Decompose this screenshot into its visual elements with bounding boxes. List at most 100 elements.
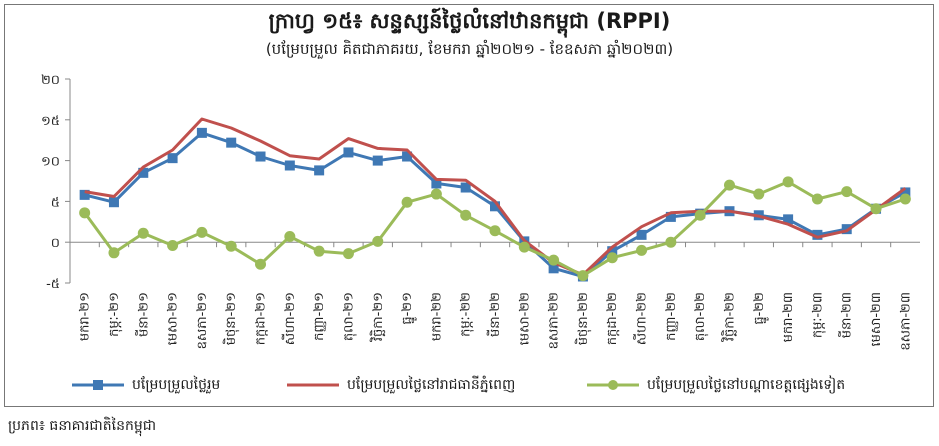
data-point bbox=[342, 248, 354, 260]
y-tick-label: ៥ bbox=[51, 195, 60, 210]
x-tick-label: តុលា-២១ bbox=[341, 292, 357, 341]
x-tick-label: មករា-២៣ bbox=[781, 292, 796, 342]
data-point bbox=[401, 196, 413, 208]
data-point bbox=[900, 187, 911, 198]
x-tick-label: កក្កដា-២១ bbox=[254, 292, 269, 345]
data-point bbox=[870, 203, 882, 215]
data-point bbox=[753, 188, 765, 200]
data-point bbox=[694, 209, 706, 221]
x-tick-label: ឧសភា-២៣ bbox=[898, 292, 913, 351]
data-point bbox=[402, 151, 413, 162]
legend-swatch-phnom-penh bbox=[287, 383, 339, 387]
data-point bbox=[167, 153, 178, 164]
data-point bbox=[548, 254, 560, 266]
data-point bbox=[167, 239, 179, 251]
y-tick-label: -៥ bbox=[46, 277, 60, 292]
data-point bbox=[577, 270, 589, 282]
x-tick-label: មករា-២២ bbox=[429, 292, 444, 341]
x-tick-label: សីហា-២១ bbox=[281, 292, 298, 345]
data-point bbox=[196, 226, 208, 238]
data-point bbox=[460, 209, 472, 221]
legend-item-phnom-penh: បម្រែបម្រួលថ្លៃនៅរាជធានីភ្នំពេញ bbox=[285, 373, 515, 397]
x-tick-label: វិច្ឆិកា-២២ bbox=[720, 292, 737, 342]
legend-item-provinces: បម្រែបម្រួលថ្លៃនៅបណ្ដាខេត្តផ្សេងទៀត bbox=[585, 373, 845, 397]
data-point bbox=[460, 182, 471, 193]
x-tick-label: តុលា-២២ bbox=[693, 292, 709, 341]
data-point bbox=[108, 247, 120, 259]
x-tick-label: សីហា-២២ bbox=[633, 292, 650, 345]
y-tick-label: ១០ bbox=[41, 155, 60, 170]
x-tick-label: មីនា-២២ bbox=[486, 292, 503, 337]
data-point bbox=[284, 230, 296, 242]
x-tick-label: មេសា-២១ bbox=[166, 292, 181, 345]
data-point bbox=[899, 193, 911, 205]
data-point bbox=[665, 236, 677, 248]
x-tick-label: ធ្នូ-២១ bbox=[400, 292, 417, 325]
x-tick-label: កញ្ញា-២១ bbox=[312, 292, 327, 341]
x-tick-label: កញ្ញា-២២ bbox=[664, 292, 679, 341]
x-tick-label: កុម្ភៈ-២២ bbox=[459, 292, 475, 337]
data-point bbox=[489, 225, 501, 237]
x-tick-label: ធ្នូ-២២ bbox=[752, 292, 769, 325]
legend-label-phnom-penh: បម្រែបម្រួលថ្លៃនៅរាជធានីភ្នំពេញ bbox=[347, 376, 516, 393]
data-point bbox=[431, 178, 442, 189]
data-point bbox=[811, 193, 823, 205]
x-tick-label: វិច្ឆិកា-២១ bbox=[369, 292, 386, 342]
data-point bbox=[137, 227, 149, 239]
data-point bbox=[225, 240, 237, 252]
data-point bbox=[548, 263, 559, 274]
data-point bbox=[636, 229, 647, 240]
data-point bbox=[372, 155, 383, 166]
data-point bbox=[430, 188, 442, 200]
x-tick-label: កក្កដា-២២ bbox=[605, 292, 620, 345]
data-point bbox=[665, 211, 676, 222]
x-tick-label: ឧសភា-២១ bbox=[195, 292, 210, 349]
data-point bbox=[284, 160, 295, 171]
x-tick-label: កុម្ភៈ-២៣ bbox=[810, 292, 826, 338]
x-tick-label: ឧសភា-២២ bbox=[547, 292, 562, 349]
data-point bbox=[783, 214, 794, 225]
data-point bbox=[636, 244, 648, 256]
chart-subtitle: (បម្រែបម្រួល គិតជាភាគរយ, ខែមករា ឆ្នាំ២០២… bbox=[265, 40, 674, 58]
data-point bbox=[79, 207, 91, 219]
x-tick-label: មិថុនា-២១ bbox=[222, 292, 240, 345]
x-tick-label: កុម្ភៈ-២១ bbox=[107, 292, 123, 337]
source-note: ប្រភព៖ ធនាគារជាតិនៃកម្ពុជា bbox=[8, 418, 157, 434]
x-tick-label: មករា-២១ bbox=[78, 292, 93, 341]
chart-frame bbox=[4, 4, 934, 407]
series-line-1 bbox=[84, 117, 907, 277]
y-tick-label: ១៥ bbox=[41, 114, 60, 129]
data-point bbox=[343, 147, 354, 158]
data-point bbox=[196, 127, 207, 138]
x-tick-label: មិថុនា-២២ bbox=[574, 292, 592, 345]
data-point bbox=[607, 246, 618, 257]
data-point bbox=[606, 252, 618, 264]
chart-title: ក្រាហ្វ ១៥៖ សន្ទស្សន៍ថ្លៃលំនៅឋានកម្ពុជា … bbox=[268, 9, 671, 33]
data-point bbox=[782, 176, 794, 188]
y-tick-label: ២០ bbox=[41, 73, 60, 88]
legend-item-overall: បម្រែបម្រួលថ្លៃរួម bbox=[70, 373, 220, 397]
data-point bbox=[314, 165, 325, 176]
data-point bbox=[226, 137, 237, 148]
data-point bbox=[490, 201, 500, 212]
data-point bbox=[255, 258, 267, 270]
legend-swatch-provinces bbox=[587, 380, 639, 390]
x-tick-label: មីនា-២១ bbox=[134, 292, 151, 337]
x-tick-label: មេសា-២២ bbox=[517, 292, 532, 345]
data-point bbox=[812, 229, 823, 240]
chart-legend: បម្រែបម្រួលថ្លៃរួម បម្រែបម្រួលថ្លៃនៅរាជធ… bbox=[70, 373, 930, 397]
data-point bbox=[372, 235, 384, 247]
legend-label-provinces: បម្រែបម្រួលថ្លៃនៅបណ្ដាខេត្តផ្សេងទៀត bbox=[647, 376, 846, 393]
data-point bbox=[518, 241, 530, 253]
data-point bbox=[841, 186, 853, 198]
x-tick-label: មីនា-២៣ bbox=[838, 292, 855, 338]
x-tick-label: មេសា-២៣ bbox=[869, 292, 884, 347]
legend-swatch-overall bbox=[72, 380, 124, 390]
data-point bbox=[108, 197, 119, 208]
data-point bbox=[255, 151, 266, 162]
legend-label-overall: បម្រែបម្រួលថ្លៃរួម bbox=[132, 376, 221, 393]
y-tick-label: ០ bbox=[51, 236, 60, 251]
data-point bbox=[138, 167, 149, 178]
data-point bbox=[313, 245, 325, 257]
